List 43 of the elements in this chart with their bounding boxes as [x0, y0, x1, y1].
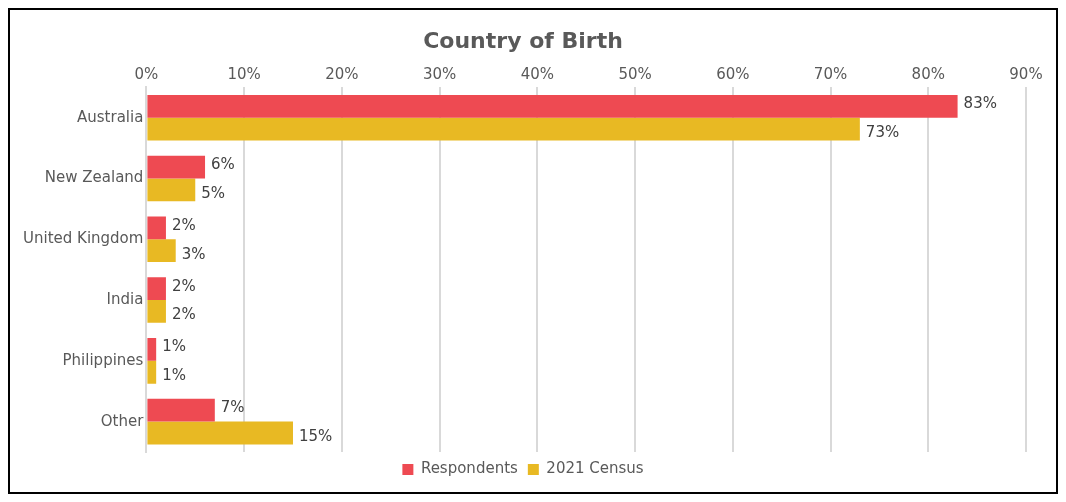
bar	[147, 360, 157, 384]
bar	[147, 117, 860, 141]
data-label: 73%	[865, 123, 900, 142]
y-tick-label: Other	[100, 411, 145, 430]
bar	[147, 239, 176, 263]
data-label: 1%	[162, 366, 186, 385]
bar	[147, 398, 215, 422]
legend-label: 2021 Census	[546, 459, 644, 478]
bar	[147, 300, 166, 323]
y-tick-label: Australia	[77, 107, 144, 126]
bar	[147, 421, 293, 445]
data-label: 6%	[211, 155, 235, 174]
x-tick-label: 60%	[716, 65, 750, 84]
x-tick-label: 50%	[618, 65, 652, 84]
bar	[147, 155, 206, 179]
bar	[147, 277, 166, 301]
bar	[147, 178, 196, 202]
data-label: 15%	[299, 426, 333, 445]
data-label: 1%	[162, 337, 186, 356]
data-label: 2%	[171, 215, 196, 234]
x-tick-label: 90%	[1009, 65, 1043, 84]
chart-title: Country of Birth	[423, 27, 623, 53]
y-tick-label: United Kingdom	[22, 229, 144, 248]
bar	[147, 95, 958, 118]
bar	[147, 338, 157, 361]
x-tick-label: 40%	[520, 65, 554, 84]
data-label: 2%	[171, 276, 196, 295]
x-tick-label: 0%	[134, 65, 159, 84]
data-label: 83%	[963, 94, 997, 113]
legend-label: Respondents	[420, 459, 519, 478]
y-tick-label: India	[106, 289, 144, 308]
y-tick-label: Philippines	[62, 350, 144, 369]
x-tick-label: 10%	[227, 65, 261, 84]
x-tick-label: 70%	[813, 65, 848, 84]
data-label: 2%	[171, 305, 196, 324]
x-tick-label: 80%	[911, 65, 945, 84]
data-label: 7%	[220, 398, 245, 417]
x-tick-label: 20%	[325, 65, 359, 84]
y-tick-label: New Zealand	[44, 168, 144, 187]
x-tick-label: 30%	[422, 65, 457, 84]
data-label: 5%	[201, 183, 226, 202]
bar	[147, 216, 166, 240]
data-label: 3%	[181, 244, 206, 263]
